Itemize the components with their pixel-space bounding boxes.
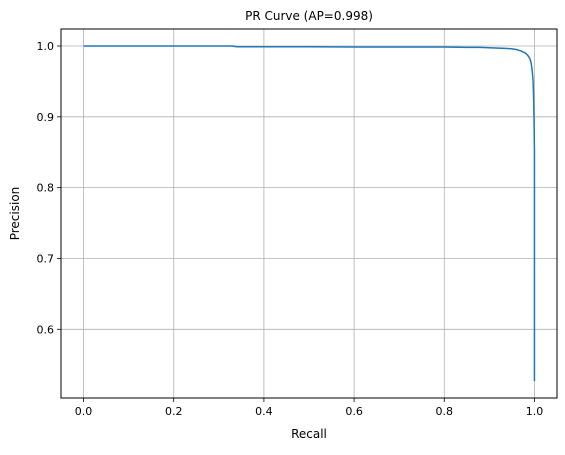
y-tick-label: 0.6	[37, 323, 55, 336]
y-axis-title: Precision	[8, 187, 22, 241]
chart-title: PR Curve (AP=0.998)	[245, 9, 373, 23]
grid-layer	[61, 29, 557, 398]
y-tick-label: 0.8	[37, 182, 55, 195]
x-tick-label: 0.8	[436, 405, 454, 418]
y-tick-label: 0.7	[37, 252, 55, 265]
x-tick-label: 1.0	[526, 405, 544, 418]
x-axis-title: Recall	[291, 427, 327, 441]
x-tick-label: 0.6	[345, 405, 363, 418]
x-tick-label: 0.2	[165, 405, 183, 418]
pr-curve-series-line	[83, 45, 536, 381]
y-tick-label: 1.0	[37, 40, 55, 53]
plot-area-frame	[60, 28, 558, 399]
x-tick-label: 0.0	[75, 405, 93, 418]
tick-layer: 0.0 0.2 0.4 0.6 0.8 1.0 0.6 0.7 0.8 0.9 1.0	[37, 40, 544, 418]
x-tick-label: 0.4	[255, 405, 273, 418]
series-layer	[83, 45, 536, 381]
y-tick-label: 0.9	[37, 111, 55, 124]
